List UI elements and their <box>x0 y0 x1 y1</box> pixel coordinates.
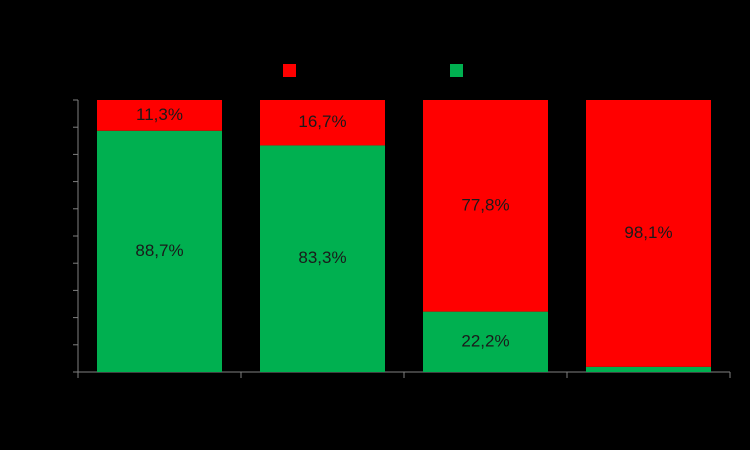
bar-segment <box>586 366 711 372</box>
value-label: 77,8% <box>461 195 509 214</box>
bar-segment <box>423 311 548 372</box>
value-label: 98,1% <box>624 223 672 242</box>
bar-segment <box>260 145 385 372</box>
legend-swatch <box>283 64 296 77</box>
value-label: 11,3% <box>136 105 183 124</box>
bar-segment <box>260 100 385 146</box>
bar-segment <box>423 100 548 312</box>
bar-segment <box>586 100 711 367</box>
value-label: 22,2% <box>461 331 509 350</box>
value-label: 16,7% <box>298 112 346 131</box>
value-label: 88,7% <box>135 241 183 260</box>
legend-swatch <box>450 64 463 77</box>
value-label: 83,3% <box>298 248 346 267</box>
bar-segment <box>97 100 222 131</box>
bar-segment <box>97 130 222 372</box>
